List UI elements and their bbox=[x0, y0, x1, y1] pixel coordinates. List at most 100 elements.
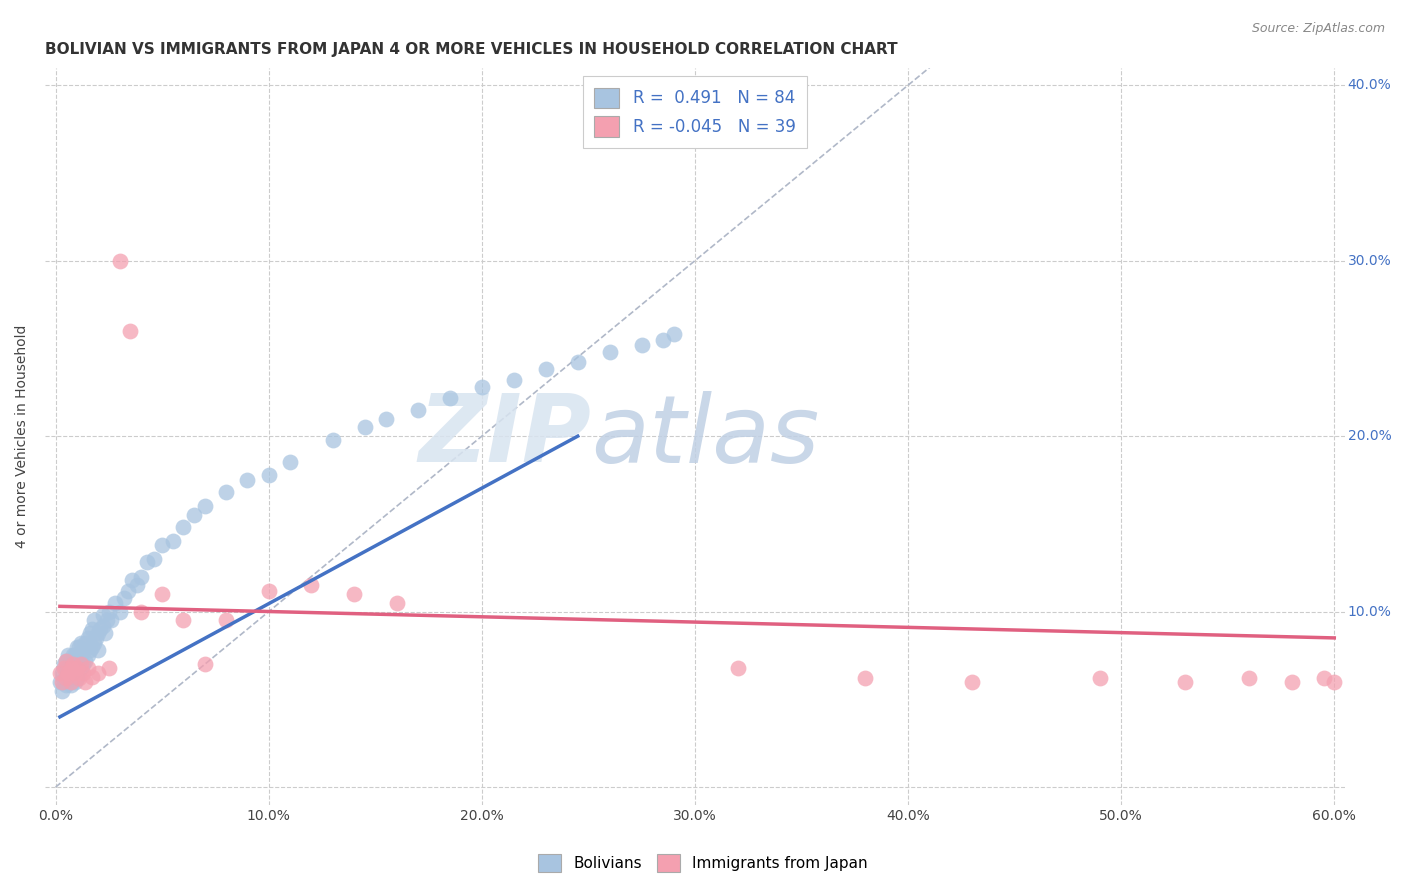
Point bbox=[257, 583, 280, 598]
Point bbox=[89, 622, 111, 636]
Point bbox=[257, 467, 280, 482]
Point bbox=[375, 411, 398, 425]
Point bbox=[121, 573, 143, 587]
Point bbox=[70, 661, 93, 675]
Point bbox=[63, 674, 86, 689]
Point bbox=[1281, 674, 1303, 689]
Point bbox=[406, 402, 429, 417]
Legend: R =  0.491   N = 84, R = -0.045   N = 39: R = 0.491 N = 84, R = -0.045 N = 39 bbox=[582, 76, 807, 148]
Text: ZIP: ZIP bbox=[418, 390, 591, 483]
Point bbox=[62, 648, 84, 663]
Point bbox=[96, 613, 118, 627]
Point bbox=[53, 661, 76, 675]
Point bbox=[66, 657, 89, 672]
Point bbox=[97, 605, 120, 619]
Point bbox=[72, 666, 94, 681]
Point bbox=[727, 661, 749, 675]
Point bbox=[63, 666, 86, 681]
Point bbox=[1323, 674, 1346, 689]
Point bbox=[630, 338, 652, 352]
Point bbox=[97, 661, 120, 675]
Point bbox=[62, 657, 84, 672]
Point bbox=[534, 362, 557, 376]
Point bbox=[1174, 674, 1197, 689]
Point bbox=[93, 625, 115, 640]
Point bbox=[51, 683, 73, 698]
Point bbox=[80, 640, 103, 654]
Point bbox=[84, 631, 107, 645]
Point bbox=[55, 654, 77, 668]
Point bbox=[108, 253, 131, 268]
Point bbox=[183, 508, 205, 522]
Point bbox=[194, 500, 217, 514]
Point bbox=[87, 625, 110, 640]
Text: 20.0%: 20.0% bbox=[1347, 429, 1392, 443]
Point bbox=[108, 605, 131, 619]
Point bbox=[439, 391, 461, 405]
Text: Source: ZipAtlas.com: Source: ZipAtlas.com bbox=[1251, 22, 1385, 36]
Point bbox=[76, 631, 98, 645]
Point bbox=[278, 455, 301, 469]
Point bbox=[599, 345, 621, 359]
Text: 40.0%: 40.0% bbox=[1347, 78, 1392, 92]
Point bbox=[83, 636, 105, 650]
Point bbox=[215, 485, 238, 500]
Point bbox=[72, 643, 94, 657]
Point bbox=[55, 671, 77, 685]
Point bbox=[66, 671, 89, 685]
Text: 10.0%: 10.0% bbox=[1347, 605, 1392, 619]
Point bbox=[129, 605, 152, 619]
Point bbox=[652, 333, 675, 347]
Point bbox=[75, 636, 97, 650]
Point bbox=[53, 674, 76, 689]
Point bbox=[66, 640, 89, 654]
Point bbox=[162, 534, 184, 549]
Point bbox=[79, 643, 101, 657]
Point bbox=[150, 538, 173, 552]
Point bbox=[62, 661, 84, 675]
Point bbox=[59, 661, 82, 675]
Point bbox=[353, 420, 375, 434]
Point bbox=[59, 666, 82, 681]
Point bbox=[83, 613, 105, 627]
Point bbox=[1088, 671, 1111, 685]
Point bbox=[100, 613, 122, 627]
Point bbox=[150, 587, 173, 601]
Point bbox=[63, 648, 86, 663]
Point bbox=[125, 578, 148, 592]
Point bbox=[59, 654, 82, 668]
Point bbox=[49, 674, 72, 689]
Point bbox=[53, 657, 76, 672]
Point bbox=[236, 473, 259, 487]
Point bbox=[91, 618, 114, 632]
Point bbox=[55, 678, 77, 692]
Point bbox=[58, 661, 80, 675]
Point bbox=[120, 324, 142, 338]
Point bbox=[55, 661, 77, 675]
Point bbox=[662, 327, 685, 342]
Point bbox=[471, 380, 494, 394]
Point bbox=[960, 674, 983, 689]
Point bbox=[59, 674, 82, 689]
Y-axis label: 4 or more Vehicles in Household: 4 or more Vehicles in Household bbox=[15, 325, 30, 548]
Text: 30.0%: 30.0% bbox=[1347, 253, 1392, 268]
Point bbox=[194, 657, 217, 672]
Point bbox=[76, 661, 98, 675]
Point bbox=[87, 643, 110, 657]
Point bbox=[80, 622, 103, 636]
Point bbox=[1237, 671, 1260, 685]
Point bbox=[70, 647, 93, 661]
Point bbox=[1312, 671, 1334, 685]
Point bbox=[343, 587, 366, 601]
Point bbox=[51, 674, 73, 689]
Point bbox=[75, 654, 97, 668]
Point bbox=[67, 671, 90, 685]
Point bbox=[855, 671, 877, 685]
Point bbox=[173, 520, 195, 534]
Point bbox=[173, 613, 195, 627]
Point bbox=[567, 355, 589, 369]
Point bbox=[49, 666, 72, 681]
Point bbox=[55, 654, 77, 668]
Point bbox=[67, 640, 90, 654]
Point bbox=[299, 578, 322, 592]
